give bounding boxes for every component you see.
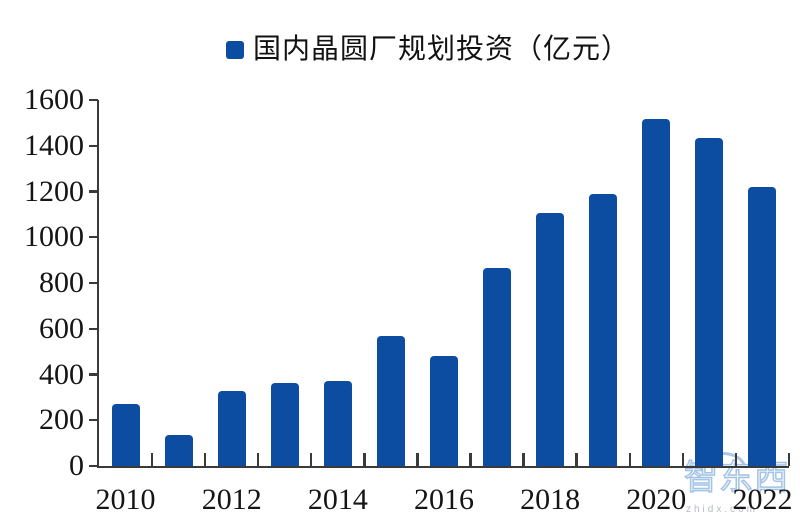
bar-2020 xyxy=(642,119,671,466)
y-tick xyxy=(89,373,98,376)
x-tick xyxy=(628,453,631,466)
x-tick-label: 2012 xyxy=(201,483,262,516)
x-tick xyxy=(363,453,366,466)
x-tick xyxy=(150,453,154,466)
x-tick-label: 2016 xyxy=(414,483,474,516)
x-tick xyxy=(310,453,313,466)
legend-swatch-icon xyxy=(226,41,244,59)
y-tick xyxy=(89,281,98,285)
x-tick xyxy=(522,453,525,466)
y-tick xyxy=(89,464,98,468)
y-tick xyxy=(89,419,98,422)
y-tick-label: 200 xyxy=(39,403,84,437)
x-tick-label: 2020 xyxy=(626,483,687,516)
x-tick xyxy=(575,453,578,466)
y-tick-label: 1600 xyxy=(24,83,84,116)
x-tick xyxy=(416,453,419,466)
y-tick-label: 0 xyxy=(69,449,84,482)
y-tick-label: 1200 xyxy=(24,174,84,208)
y-tick xyxy=(89,236,98,239)
x-tick-label: 2018 xyxy=(520,483,581,516)
x-tick-label: 2010 xyxy=(95,483,156,516)
bar-2013 xyxy=(270,382,299,466)
y-tick xyxy=(89,144,98,147)
x-tick xyxy=(469,453,472,466)
y-axis-line xyxy=(97,100,100,468)
x-tick xyxy=(203,453,207,466)
watermark-subtext: zhidx.com xyxy=(686,504,759,515)
y-tick xyxy=(89,327,98,330)
bar-2011 xyxy=(164,435,193,466)
x-tick xyxy=(787,453,791,466)
y-tick-label: 1400 xyxy=(24,128,84,162)
bar-2018 xyxy=(536,213,565,466)
x-tick-label: 2022 xyxy=(732,483,793,516)
bar-2017 xyxy=(483,268,512,466)
y-tick-label: 600 xyxy=(39,311,84,345)
y-tick-label: 800 xyxy=(39,266,84,299)
y-tick xyxy=(89,98,98,102)
bar-2010 xyxy=(111,404,140,466)
x-tick xyxy=(257,453,260,466)
y-tick xyxy=(89,190,98,193)
x-tick xyxy=(734,453,738,466)
x-axis-line xyxy=(97,466,789,469)
x-tick xyxy=(681,453,685,466)
bar-2014 xyxy=(323,381,352,466)
bar-2022 xyxy=(748,186,777,466)
y-tick-label: 400 xyxy=(39,357,84,391)
bar-2019 xyxy=(589,193,618,466)
bar-2015 xyxy=(376,335,405,466)
legend: 国内晶圆厂规划投资（亿元） xyxy=(226,30,630,70)
x-tick-label: 2014 xyxy=(307,483,368,516)
bar-2016 xyxy=(430,356,458,466)
y-tick-label: 1000 xyxy=(24,220,84,254)
bar-2021 xyxy=(695,137,724,466)
bar-2012 xyxy=(217,390,246,466)
legend-label: 国内晶圆厂规划投资（亿元） xyxy=(253,34,631,65)
